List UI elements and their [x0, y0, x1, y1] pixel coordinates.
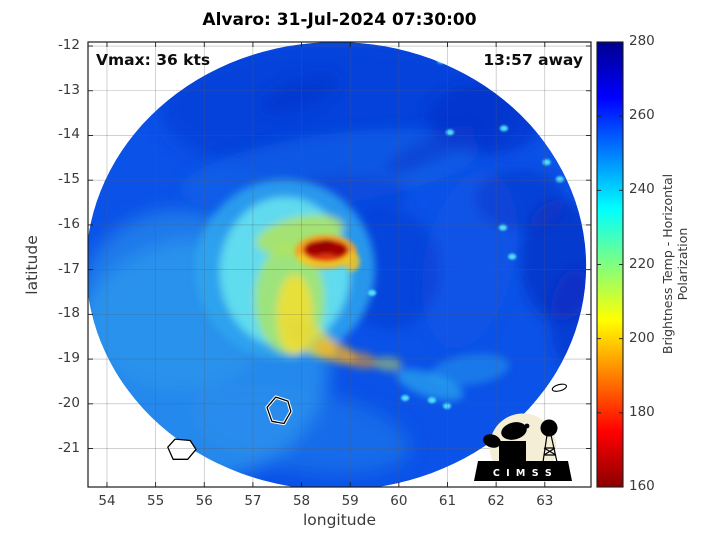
cold-speckle: [555, 176, 564, 183]
cold-speckle: [401, 395, 410, 401]
x-tick-label: 56: [195, 493, 213, 509]
x-tick-label: 63: [536, 493, 554, 509]
cold-speckle: [508, 253, 517, 260]
plot-title: Alvaro: 31-Jul-2024 07:30:00: [202, 10, 477, 30]
x-tick-label: 55: [147, 493, 165, 509]
water-tower-icon: [540, 419, 558, 463]
colorbar-tick-label: 200: [629, 329, 655, 346]
y-tick-label: -15: [57, 171, 80, 188]
colorbar-tick-label: 160: [629, 478, 655, 494]
cimss-logo-text: C I M S S: [493, 468, 553, 479]
colorbar-tick-label: 240: [629, 181, 655, 198]
x-axis-label: longitude: [302, 511, 377, 529]
heat-blob: [262, 74, 338, 114]
colorbar-tick-label: 220: [629, 255, 655, 272]
colorbar-tick-label: 180: [629, 403, 655, 420]
heat-blob: [430, 353, 510, 386]
cold-speckle: [498, 224, 507, 231]
y-tick-label: -12: [57, 37, 80, 54]
cold-speckle: [443, 403, 452, 410]
island-outlines: [167, 383, 568, 460]
y-tick-label: -18: [57, 305, 80, 322]
heat-blob: [374, 356, 403, 372]
cimss-building: [474, 461, 572, 481]
heat-blob: [342, 351, 378, 369]
y-tick-label: -13: [57, 81, 80, 98]
cold-speckle: [368, 289, 377, 296]
heat-blob: [329, 242, 347, 257]
heat-blob: [550, 269, 587, 370]
y-tick-label: -20: [57, 394, 80, 411]
y-tick-label: -19: [57, 350, 80, 367]
x-tick-label: 54: [98, 493, 116, 509]
satellite-dish-icon: [483, 422, 530, 462]
x-tick-label: 57: [244, 493, 262, 509]
x-tick-label: 61: [438, 493, 457, 509]
y-axis-label: latitude: [23, 235, 41, 295]
colorbar: [596, 41, 624, 488]
cold-speckle: [542, 159, 551, 166]
time-away-annotation: 13:57 away: [483, 51, 583, 69]
x-tick-label: 62: [487, 493, 505, 509]
cold-speckle: [445, 129, 454, 136]
x-tick-label: 58: [292, 493, 311, 509]
y-tick-label: -14: [57, 126, 80, 143]
heat-blob: [189, 386, 411, 475]
y-tick-label: -21: [57, 439, 80, 456]
x-tick-label: 60: [390, 493, 408, 509]
x-tick-label: 59: [341, 493, 359, 509]
heat-blob: [384, 125, 476, 174]
island-reunion: [167, 438, 197, 460]
island-rodrigues: [551, 383, 568, 392]
cimss-logo: C I M S S: [474, 413, 572, 481]
heat-blob: [344, 251, 360, 272]
island-mauritius: [266, 396, 292, 425]
y-tick-label: -16: [57, 215, 80, 232]
colorbar-tick-label: 280: [629, 33, 655, 49]
grid-lines: [88, 42, 591, 487]
vmax-annotation: Vmax: 36 kts: [96, 51, 211, 69]
y-tick-label: -17: [57, 260, 80, 277]
heat-blob: [396, 369, 464, 401]
cold-speckle: [427, 397, 436, 404]
colorbar-tick-label: 260: [629, 107, 655, 124]
axes-box: [87, 41, 592, 488]
cold-speckle: [499, 125, 508, 132]
